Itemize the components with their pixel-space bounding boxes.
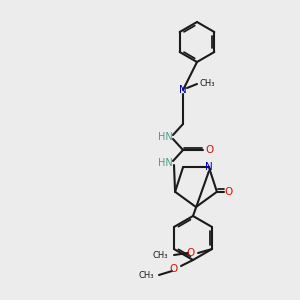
Text: O: O	[170, 264, 178, 274]
Text: CH₃: CH₃	[139, 272, 154, 280]
Text: HN: HN	[158, 132, 172, 142]
Text: CH₃: CH₃	[200, 80, 215, 88]
Text: N: N	[179, 85, 187, 95]
Text: N: N	[205, 162, 213, 172]
Text: CH₃: CH₃	[153, 250, 168, 260]
Text: HN: HN	[158, 158, 172, 168]
Text: O: O	[186, 248, 194, 258]
Text: O: O	[205, 145, 213, 155]
Text: O: O	[225, 187, 233, 197]
